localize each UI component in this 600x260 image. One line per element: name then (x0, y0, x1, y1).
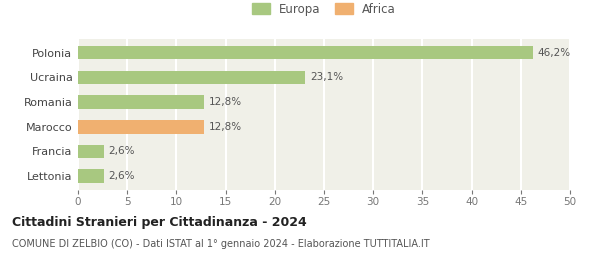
Text: 23,1%: 23,1% (310, 72, 343, 82)
Text: 46,2%: 46,2% (538, 48, 571, 58)
Legend: Europa, Africa: Europa, Africa (252, 3, 396, 16)
Bar (78, 46, 533, 60)
Text: COMUNE DI ZELBIO (CO) - Dati ISTAT al 1° gennaio 2024 - Elaborazione TUTTITALIA.: COMUNE DI ZELBIO (CO) - Dati ISTAT al 1°… (12, 239, 430, 249)
Text: 12,8%: 12,8% (209, 97, 242, 107)
Text: Cittadini Stranieri per Cittadinanza - 2024: Cittadini Stranieri per Cittadinanza - 2… (12, 216, 307, 229)
Bar (78, 120, 204, 134)
Text: 2,6%: 2,6% (109, 146, 135, 157)
Bar (78, 169, 104, 183)
Bar (78, 70, 305, 84)
Text: 12,8%: 12,8% (209, 122, 242, 132)
Bar (78, 145, 104, 158)
Bar (78, 95, 204, 109)
Text: 2,6%: 2,6% (109, 171, 135, 181)
